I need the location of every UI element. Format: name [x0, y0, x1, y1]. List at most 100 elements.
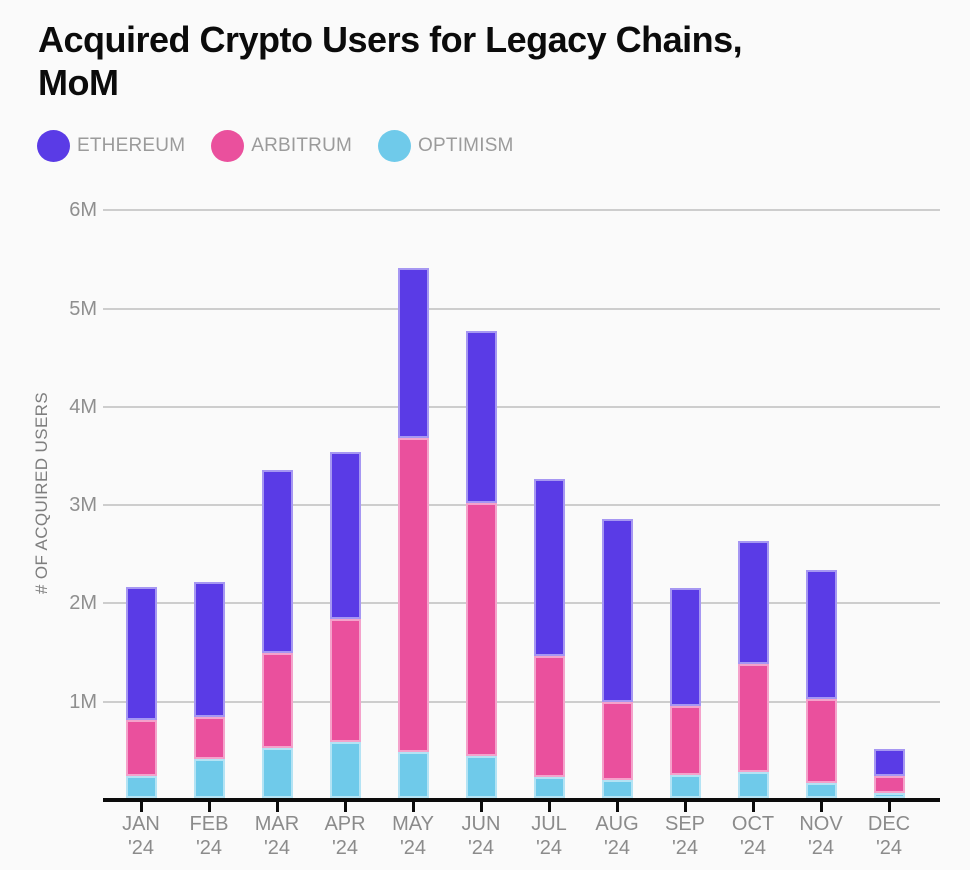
bar-nov-optimism[interactable] — [805, 783, 837, 798]
bar-apr-ethereum[interactable] — [329, 451, 361, 620]
x-label-month-may: MAY — [392, 813, 434, 835]
bar-mar-arbitrum[interactable] — [261, 653, 293, 748]
bar-jun-optimism[interactable] — [465, 755, 497, 798]
bar-mar-ethereum[interactable] — [261, 469, 293, 654]
x-label-month-jul: JUL — [531, 813, 567, 835]
bar-dec-arbitrum[interactable] — [873, 776, 905, 794]
bar-jan-arbitrum[interactable] — [125, 720, 157, 777]
legend-label-optimism: OPTIMISM — [418, 135, 514, 156]
ethereum-swatch-icon — [37, 130, 70, 162]
gridline-3m — [103, 504, 940, 507]
x-axis-tick-feb — [207, 802, 211, 812]
bar-oct-arbitrum[interactable] — [737, 664, 769, 773]
x-label-jul: JUL '24 — [509, 812, 589, 860]
bar-oct-optimism[interactable] — [737, 772, 769, 798]
legend-item-ethereum[interactable]: ETHEREUM — [37, 130, 185, 162]
bar-jul-ethereum[interactable] — [533, 478, 565, 657]
y-tick-label-4m: 4M — [69, 395, 97, 418]
x-label-month-sep: SEP — [664, 813, 706, 835]
gridline-5m — [103, 307, 940, 310]
x-axis-tick-jan — [139, 802, 143, 812]
gridline-1m — [103, 700, 940, 703]
legend-item-arbitrum[interactable]: ARBITRUM — [211, 130, 352, 162]
gridline-6m — [103, 209, 940, 212]
x-label-month-apr: APR — [324, 813, 366, 835]
bar-oct-ethereum[interactable] — [737, 541, 769, 665]
x-label-feb: FEB '24 — [169, 812, 249, 860]
bar-aug-optimism[interactable] — [601, 780, 633, 798]
x-label-month-oct: OCT — [731, 813, 775, 835]
x-label-year-jul: '24 — [535, 837, 563, 859]
bar-may-ethereum[interactable] — [397, 268, 429, 439]
x-axis-tick-oct — [751, 802, 755, 812]
x-label-dec: DEC '24 — [849, 812, 929, 860]
y-tick-label-1m: 1M — [69, 690, 97, 713]
x-label-year-jun: '24 — [467, 837, 495, 859]
x-label-month-mar: MAR — [254, 813, 300, 835]
legend-label-ethereum: ETHEREUM — [77, 135, 186, 156]
bar-jan-optimism[interactable] — [125, 776, 157, 798]
x-label-apr: APR '24 — [305, 812, 385, 860]
x-label-month-dec: DEC — [867, 813, 911, 835]
x-label-nov: NOV '24 — [781, 812, 861, 860]
bar-sep-ethereum[interactable] — [669, 587, 701, 706]
x-label-jun: JUN '24 — [441, 812, 521, 860]
bar-sep-optimism[interactable] — [669, 775, 701, 798]
x-label-mar: MAR '24 — [237, 812, 317, 860]
x-label-year-jan: '24 — [127, 837, 155, 859]
bar-apr-optimism[interactable] — [329, 741, 361, 798]
x-axis-tick-mar — [275, 802, 279, 812]
x-label-year-sep: '24 — [671, 837, 699, 859]
x-label-jan: JAN '24 — [101, 812, 181, 860]
x-axis-tick-jun — [479, 802, 483, 812]
bar-feb-optimism[interactable] — [193, 758, 225, 798]
x-label-sep: SEP '24 — [645, 812, 725, 860]
arbitrum-swatch-icon — [211, 130, 245, 162]
bar-jun-arbitrum[interactable] — [465, 503, 497, 756]
bar-feb-ethereum[interactable] — [193, 581, 225, 718]
bar-mar-optimism[interactable] — [261, 747, 293, 798]
x-label-month-aug: AUG — [595, 813, 639, 835]
x-label-month-feb: FEB — [189, 813, 229, 835]
bar-feb-arbitrum[interactable] — [193, 717, 225, 759]
bar-sep-arbitrum[interactable] — [669, 705, 701, 776]
bar-dec-optimism[interactable] — [873, 793, 905, 798]
gridline-2m — [103, 602, 940, 605]
legend: ETHEREUM ARBITRUM OPTIMISM — [37, 130, 514, 162]
bar-nov-ethereum[interactable] — [805, 569, 837, 699]
legend-label-arbitrum: ARBITRUM — [251, 135, 353, 156]
y-tick-label-6m: 6M — [69, 199, 97, 222]
bar-may-optimism[interactable] — [397, 751, 429, 798]
bar-jul-arbitrum[interactable] — [533, 656, 565, 778]
x-label-year-feb: '24 — [195, 837, 223, 859]
optimism-swatch-icon — [378, 130, 412, 162]
x-label-year-dec: '24 — [875, 837, 903, 859]
x-axis-tick-may — [411, 802, 415, 812]
x-label-month-nov: NOV — [799, 813, 843, 835]
y-tick-label-3m: 3M — [69, 494, 97, 517]
bar-jul-optimism[interactable] — [533, 777, 565, 798]
x-axis-tick-apr — [343, 802, 347, 812]
bar-nov-arbitrum[interactable] — [805, 698, 837, 784]
x-label-oct: OCT '24 — [713, 812, 793, 860]
x-axis-tick-nov — [819, 802, 823, 812]
x-label-year-aug: '24 — [603, 837, 631, 859]
x-label-year-mar: '24 — [263, 837, 291, 859]
legend-item-optimism[interactable]: OPTIMISM — [378, 130, 514, 162]
bar-dec-ethereum[interactable] — [873, 748, 905, 777]
bar-jan-ethereum[interactable] — [125, 586, 157, 721]
x-axis-tick-aug — [615, 802, 619, 812]
bar-may-arbitrum[interactable] — [397, 438, 429, 752]
gridline-4m — [103, 405, 940, 408]
bar-jun-ethereum[interactable] — [465, 331, 497, 504]
bar-apr-arbitrum[interactable] — [329, 619, 361, 742]
x-label-aug: AUG '24 — [577, 812, 657, 860]
x-label-year-apr: '24 — [331, 837, 359, 859]
x-label-year-oct: '24 — [739, 837, 767, 859]
y-tick-label-2m: 2M — [69, 592, 97, 615]
bar-aug-arbitrum[interactable] — [601, 701, 633, 781]
x-axis-tick-sep — [683, 802, 687, 812]
x-label-year-may: '24 — [399, 837, 427, 859]
bar-aug-ethereum[interactable] — [601, 518, 633, 702]
